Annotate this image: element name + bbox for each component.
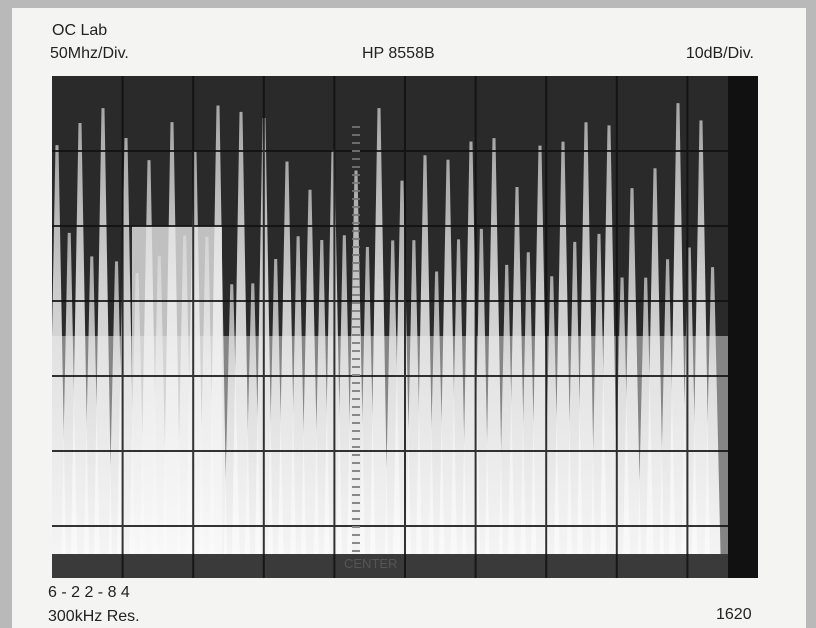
lab-label: OC Lab xyxy=(52,22,107,40)
analyzer-screen: CENTER xyxy=(52,76,758,578)
frame-number: 1620 xyxy=(716,606,752,624)
instrument: HP 8558B xyxy=(362,45,435,63)
date: 6 - 2 2 - 8 4 xyxy=(48,584,130,602)
vertical-scale: 10dB/Div. xyxy=(686,45,754,63)
center-label: CENTER xyxy=(344,556,397,571)
page: OC Lab 50Mhz/Div. HP 8558B 10dB/Div. CEN… xyxy=(0,0,816,628)
resolution: 300kHz Res. xyxy=(48,608,140,626)
horizontal-scale: 50Mhz/Div. xyxy=(50,45,129,63)
